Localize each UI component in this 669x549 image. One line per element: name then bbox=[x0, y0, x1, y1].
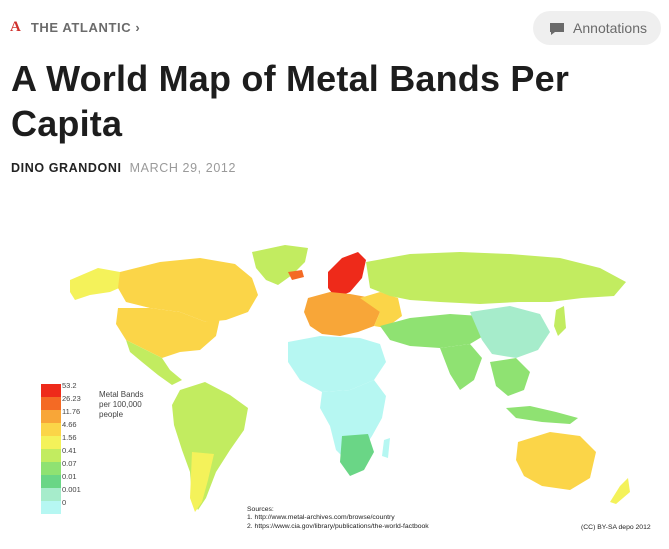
legend-tick: 26.23 bbox=[62, 394, 81, 403]
russia-region bbox=[366, 252, 626, 304]
top-bar: A THE ATLANTIC › Annotations bbox=[10, 11, 661, 45]
greenland-region bbox=[252, 245, 308, 285]
india-region bbox=[440, 344, 482, 390]
legend-title: Metal Bands per 100,000 people bbox=[99, 390, 144, 419]
legend-tick: 53.2 bbox=[62, 381, 77, 390]
byline: DINO GRANDONI MARCH 29, 2012 bbox=[11, 161, 236, 175]
legend-swatch bbox=[41, 397, 61, 410]
map-credit: (CC) BY-SA depo 2012 bbox=[581, 524, 651, 531]
argentina-chile-region bbox=[190, 452, 214, 512]
new-zealand-region bbox=[610, 478, 630, 504]
southeast-asia-region bbox=[490, 358, 530, 396]
usa-region bbox=[116, 308, 220, 358]
legend-tick: 0.001 bbox=[62, 485, 81, 494]
legend-tick: 0.41 bbox=[62, 446, 77, 455]
europe-region bbox=[304, 292, 380, 336]
legend-swatch bbox=[41, 462, 61, 475]
indonesia-region bbox=[506, 406, 578, 424]
author-name[interactable]: DINO GRANDONI bbox=[11, 161, 122, 175]
scandinavia-region bbox=[328, 252, 366, 298]
legend-tick: 0 bbox=[62, 498, 67, 507]
central-asia-region bbox=[380, 314, 490, 348]
canada-region bbox=[118, 258, 258, 322]
world-map bbox=[70, 245, 630, 512]
source-line: 1. http://www.metal-archives.com/browse/… bbox=[247, 514, 395, 522]
annotations-button[interactable]: Annotations bbox=[533, 11, 661, 45]
article-title: A World Map of Metal Bands Per Capita bbox=[11, 58, 570, 144]
china-region bbox=[470, 306, 550, 358]
legend-swatch bbox=[41, 436, 61, 449]
legend-swatch bbox=[41, 384, 61, 397]
speech-bubble-icon bbox=[549, 22, 565, 35]
mexico-region bbox=[126, 340, 182, 385]
sources-heading: Sources: bbox=[247, 506, 274, 513]
legend-swatch bbox=[41, 501, 61, 514]
eastern-europe-region bbox=[360, 292, 402, 328]
legend-color-bar bbox=[41, 384, 61, 514]
legend-tick: 11.76 bbox=[62, 407, 81, 416]
southern-africa-region bbox=[340, 434, 374, 476]
atlantic-logo: A bbox=[10, 19, 21, 35]
central-africa-region bbox=[320, 380, 386, 462]
legend-tick: 0.07 bbox=[62, 459, 77, 468]
iceland-region bbox=[288, 270, 304, 280]
publication-name: THE ATLANTIC › bbox=[30, 20, 141, 35]
publish-date: MARCH 29, 2012 bbox=[129, 161, 237, 175]
south-america-region bbox=[172, 382, 248, 510]
legend-tick: 1.56 bbox=[62, 433, 77, 442]
legend-swatch bbox=[41, 449, 61, 462]
annotations-label: Annotations bbox=[573, 20, 647, 36]
japan-region bbox=[554, 306, 566, 336]
madagascar-region bbox=[382, 438, 390, 458]
legend-tick: 4.66 bbox=[62, 420, 77, 429]
north-africa-region bbox=[288, 336, 386, 392]
legend-tick: 0.01 bbox=[62, 472, 77, 481]
legend-swatch bbox=[41, 475, 61, 488]
map-legend: 53.2 26.23 11.76 4.66 1.56 0.41 0.07 0.0… bbox=[38, 382, 168, 522]
legend-swatch bbox=[41, 423, 61, 436]
alaska-region bbox=[70, 268, 126, 300]
australia-region bbox=[516, 432, 596, 490]
world-map-figure: 53.2 26.23 11.76 4.66 1.56 0.41 0.07 0.0… bbox=[30, 240, 669, 540]
map-sources: Sources: 1. http://www.metal-archives.co… bbox=[247, 506, 429, 531]
legend-swatch bbox=[41, 488, 61, 501]
source-line: 2. https://www.cia.gov/library/publicati… bbox=[247, 522, 429, 530]
legend-swatch bbox=[41, 410, 61, 423]
publication-link[interactable]: A THE ATLANTIC › bbox=[10, 19, 141, 36]
